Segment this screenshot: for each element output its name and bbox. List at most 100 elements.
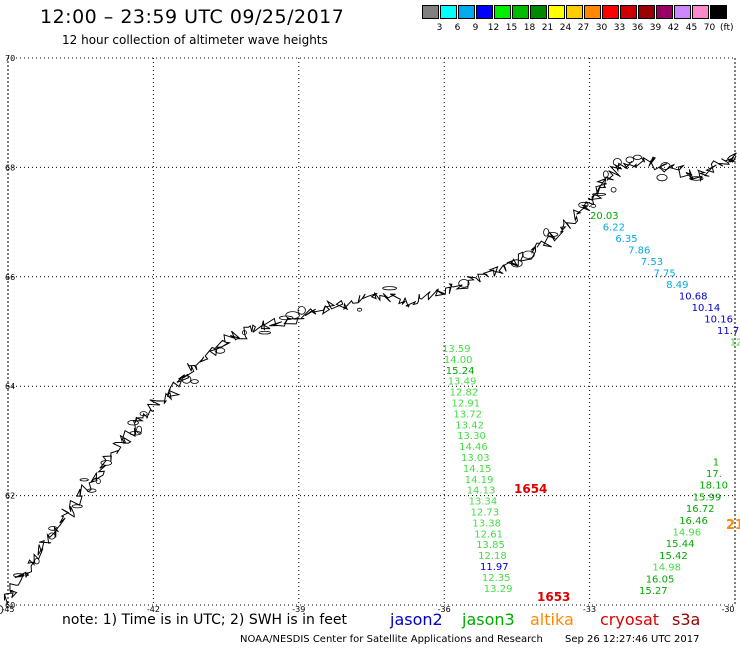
colorbar-label: 24 — [559, 23, 572, 33]
wave-height-label: 13.85 — [476, 540, 505, 551]
island-outline — [241, 330, 247, 336]
colorbar-label: 30 — [595, 23, 608, 33]
island-outline — [48, 532, 56, 540]
wave-height-label: 15.42 — [659, 551, 688, 562]
wave-height-label: 12.61 — [474, 529, 503, 540]
wave-height-label: 13.30 — [457, 431, 486, 442]
wave-height-label: 12.18 — [478, 551, 507, 562]
wave-height-label: 14.46 — [459, 442, 488, 453]
wave-height-label: 14.98 — [652, 563, 681, 574]
map-frame — [7, 57, 736, 606]
pass-time-label: 1653 — [537, 590, 570, 604]
colorbar-label: 36 — [631, 23, 644, 33]
wave-height-label: 13.34 — [469, 497, 498, 508]
island-outline — [136, 425, 143, 434]
pass-time-labels: 1654 1653 21 — [514, 482, 740, 604]
edge-wave-label: 21 — [726, 518, 740, 533]
wave-height-label: 13.49 — [448, 377, 477, 388]
wave-height-label: 16.72 — [686, 504, 715, 515]
lat-lon-grid — [7, 57, 736, 606]
island-outline — [625, 156, 635, 164]
wave-height-label: 16.46 — [679, 516, 708, 527]
generation-timestamp: Sep 26 12:27:46 UTC 2017 — [565, 634, 700, 645]
island-outline — [258, 331, 272, 335]
island-outline — [181, 375, 192, 384]
colorbar-swatch — [530, 5, 547, 19]
colorbar-label: 27 — [577, 23, 590, 33]
colorbar-swatch — [638, 5, 655, 19]
wave-height-label: 13.29 — [484, 584, 513, 595]
lon-tick-label: -45 — [1, 605, 14, 614]
altimeter-tracks: 13.5914.0015.2413.4912.8212.9113.7213.42… — [442, 211, 740, 597]
wave-height-label: 18.10 — [699, 481, 728, 492]
lat-tick-label: 66 — [5, 273, 15, 282]
satellite-name: jason3 — [462, 610, 515, 629]
colorbar-swatch — [512, 5, 529, 19]
colorbar-swatch — [422, 5, 439, 19]
wave-height-label: 13.42 — [455, 420, 484, 431]
island-outline — [458, 279, 470, 288]
lon-tick-label: -33 — [583, 605, 596, 614]
footer-note: note: 1) Time is in UTC; 2) SWH is in fe… — [62, 612, 348, 628]
wave-height-label: 7.86 — [628, 246, 650, 257]
wave-height-label: 12.73 — [471, 508, 500, 519]
satellite-name: jason2 — [390, 610, 443, 629]
wave-height-label: 11.79 — [717, 326, 740, 337]
lon-tick-label: -42 — [147, 605, 160, 614]
island-outline — [190, 379, 199, 384]
wave-height-label: 13.59 — [442, 344, 471, 355]
pass-time-label: 1654 — [514, 482, 547, 496]
island-outline — [139, 411, 148, 417]
wave-height-label: 12.42 — [730, 338, 740, 349]
wave-height-label: 15.24 — [446, 366, 475, 377]
satellite-name: s3a — [672, 610, 701, 629]
colorbar-swatch — [602, 5, 619, 19]
island-outline — [356, 307, 363, 312]
wave-height-label: 10.14 — [692, 303, 721, 314]
wave-height-label: 14.96 — [673, 528, 702, 539]
colorbar-label: 42 — [667, 23, 680, 33]
colorbar-swatch — [458, 5, 475, 19]
wave-height-label: 13.03 — [461, 453, 490, 464]
colorbar-swatch — [584, 5, 601, 19]
wave-height-label: 11.97 — [480, 562, 509, 573]
island-outline — [13, 573, 25, 578]
wave-height-label: 14.00 — [444, 355, 473, 366]
island-outline — [689, 176, 704, 181]
wave-height-label: 13.72 — [453, 409, 482, 420]
colorbar-swatch — [710, 5, 727, 19]
colorbar-swatch — [656, 5, 673, 19]
island-outline — [547, 232, 559, 237]
island-outline — [79, 478, 89, 482]
colorbar-label: 3 — [436, 23, 443, 33]
island-outline — [602, 170, 609, 179]
wave-height-label: 10.16 — [704, 315, 733, 326]
lon-tick-label: -39 — [292, 605, 305, 614]
wave-height-label: 1 — [713, 457, 719, 468]
wave-height-label: 7.53 — [641, 257, 663, 268]
wave-height-label: 8.49 — [666, 280, 688, 291]
lon-tick-label: -30 — [721, 605, 734, 614]
colorbar-label: 12 — [487, 23, 500, 33]
lat-tick-label: 64 — [5, 382, 15, 391]
colorbar-label: 33 — [613, 23, 626, 33]
wave-height-label: 20.03 — [590, 211, 619, 222]
colorbar-swatch — [476, 5, 493, 19]
colorbar-label: 39 — [649, 23, 662, 33]
wave-height-label: 15.27 — [639, 586, 668, 597]
island-outline — [382, 286, 397, 291]
colorbar-label: 9 — [472, 23, 479, 33]
coastline-path — [3, 152, 737, 606]
island-outline — [95, 478, 101, 485]
island-outline — [86, 488, 97, 493]
wave-height-label: 7.75 — [654, 269, 676, 280]
lat-tick-label: 68 — [5, 163, 15, 172]
wave-height-label: 15.99 — [693, 492, 722, 503]
wave-height-label: 14.13 — [467, 486, 496, 497]
map-border — [7, 57, 736, 606]
satellite-name: altika — [530, 610, 574, 629]
island-outline — [297, 306, 306, 315]
colorbar-label: 45 — [685, 23, 698, 33]
colorbar-swatch — [692, 5, 709, 19]
